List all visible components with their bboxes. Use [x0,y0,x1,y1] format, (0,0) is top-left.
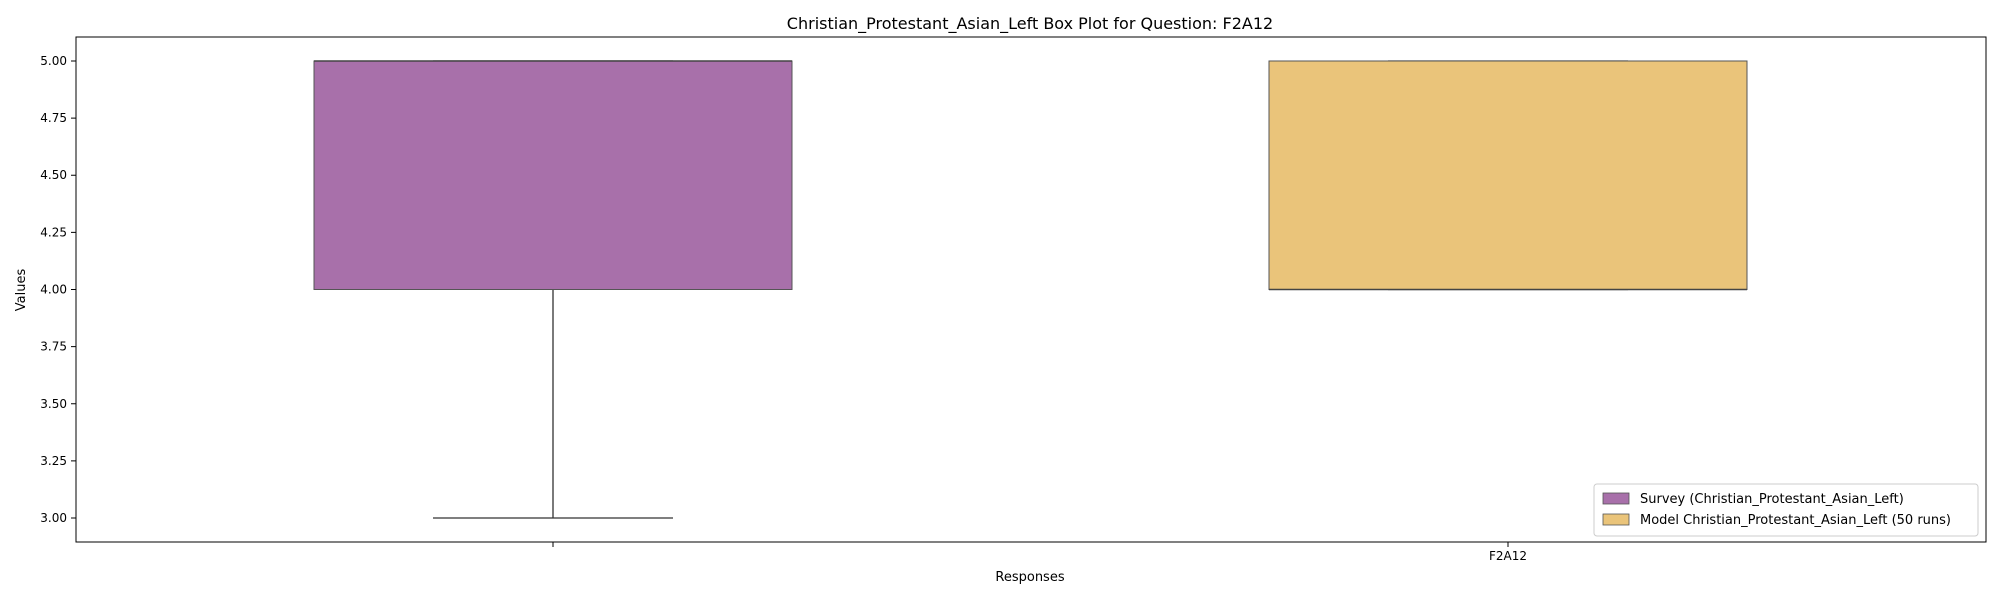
y-tick-label: 4.00 [40,283,67,297]
y-axis-ticks: 3.00 3.25 3.50 3.75 4.00 4.25 4.50 4.75 5.00 [40,54,76,525]
box-series-group [313,60,1748,519]
x-tick-label: F2A12 [1489,549,1527,563]
y-tick-label: 4.50 [40,168,67,182]
y-tick-label: 4.75 [40,111,67,125]
box-iqr [313,60,793,291]
x-axis-ticks: F2A12 [552,542,1527,563]
box-series-0 [313,60,793,519]
legend-frame [1593,483,1979,537]
y-axis-label: Values [14,269,29,312]
y-tick-label: 3.00 [40,511,67,525]
chart-title: Christian_Protestant_Asian_Left Box Plot… [787,14,1273,34]
box-series-1 [1268,60,1748,291]
legend-swatch-model [1602,513,1630,526]
y-tick-label: 3.75 [40,340,67,354]
x-axis-label: Responses [995,570,1064,585]
legend-label-model: Model Christian_Protestant_Asian_Left (5… [1640,513,1951,528]
legend-label-survey: Survey (Christian_Protestant_Asian_Left) [1640,492,1904,507]
y-tick-label: 4.25 [40,225,67,239]
legend: Survey (Christian_Protestant_Asian_Left)… [1593,483,1979,537]
y-tick-label: 3.25 [40,454,67,468]
y-tick-label: 3.50 [40,397,67,411]
legend-swatch-survey [1602,492,1630,505]
y-tick-label: 5.00 [40,54,67,68]
box-iqr [1268,60,1748,291]
